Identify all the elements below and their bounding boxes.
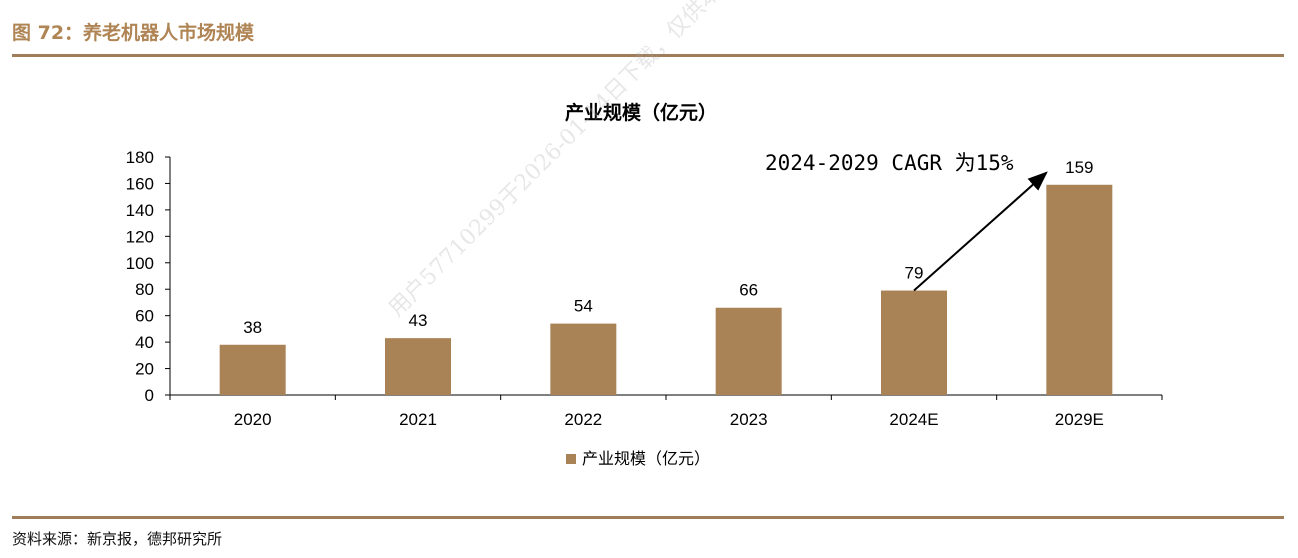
- bar-2021: [385, 338, 451, 395]
- bottom-divider: [12, 516, 1284, 519]
- legend-label: 产业规模（亿元）: [582, 449, 710, 468]
- y-tick-label: 160: [126, 174, 154, 193]
- x-tick-label: 2029E: [1055, 410, 1104, 429]
- cagr-annotation: 2024-2029 CAGR 为15%: [765, 151, 1014, 175]
- data-label-2022: 54: [574, 297, 593, 316]
- top-divider: [12, 54, 1284, 57]
- y-tick-label: 180: [126, 148, 154, 167]
- y-tick-label: 120: [126, 227, 154, 246]
- data-label-2029E: 159: [1065, 158, 1093, 177]
- bar-2024E: [881, 290, 947, 395]
- y-tick-label: 100: [126, 254, 154, 273]
- figure-header: 图 72：养老机器人市场规模: [12, 22, 255, 44]
- y-tick-label: 20: [135, 360, 154, 379]
- y-tick-label: 80: [135, 280, 154, 299]
- y-tick-label: 40: [135, 333, 154, 352]
- bar-2029E: [1046, 184, 1113, 395]
- x-tick-label: 2024E: [889, 410, 938, 429]
- y-tick-label: 0: [145, 386, 154, 405]
- legend-swatch: [566, 454, 576, 464]
- bar-2023: [715, 307, 782, 395]
- x-tick-label: 2021: [399, 410, 437, 429]
- y-tick-label: 60: [135, 307, 154, 326]
- x-tick-label: 2022: [564, 410, 602, 429]
- data-label-2024E: 79: [905, 264, 924, 283]
- y-tick-label: 140: [126, 201, 154, 220]
- bar-2022: [550, 323, 617, 395]
- chart-title: 产业规模（亿元）: [565, 101, 717, 124]
- data-label-2021: 43: [409, 311, 428, 330]
- source-note: 资料来源：新京报，德邦研究所: [12, 530, 223, 548]
- data-label-2023: 66: [739, 281, 758, 300]
- cagr-arrow: [913, 171, 1048, 292]
- x-tick-label: 2023: [730, 410, 768, 429]
- data-label-2020: 38: [243, 318, 262, 337]
- x-tick-label: 2020: [234, 410, 272, 429]
- bar-2020: [219, 344, 286, 395]
